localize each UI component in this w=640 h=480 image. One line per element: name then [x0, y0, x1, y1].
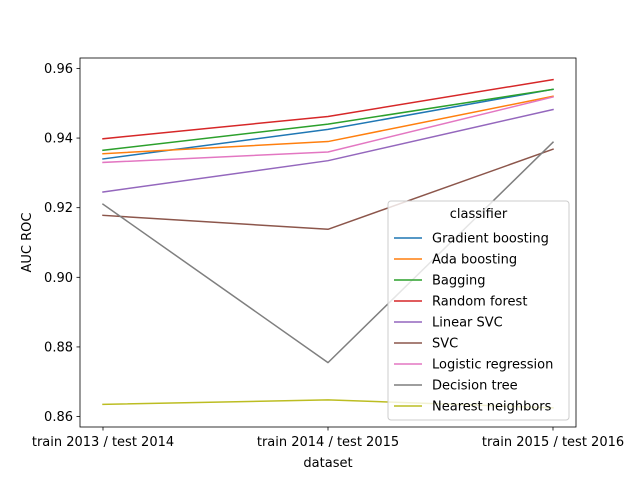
legend: classifier Gradient boosting Ada boosting B… [387, 200, 570, 421]
series-line-random-forest [102, 78, 554, 140]
y-tick-label: 0.96 [44, 62, 73, 77]
legend-label-nearest-neighbors: Nearest neighbors [432, 400, 552, 415]
series-line-ada-boosting [102, 95, 554, 155]
legend-label-logistic-regression: Logistic regression [432, 358, 553, 373]
legend-label-decision-tree: Decision tree [432, 379, 518, 394]
series-layer [101, 78, 555, 409]
legend-label-linear-svc: Linear SVC [432, 316, 503, 331]
y-axis: 0.86 0.88 0.90 0.92 0.94 0.96 [44, 62, 80, 425]
legend-label-gradient-boosting: Gradient boosting [432, 232, 549, 247]
legend-label-bagging: Bagging [432, 274, 486, 289]
series-line-bagging [102, 88, 554, 152]
series-line-linear-svc [102, 108, 554, 193]
y-tick-label: 0.86 [44, 410, 73, 425]
x-axis: train 2013 / test 2014 train 2014 / test … [32, 427, 624, 450]
legend-label-random-forest: Random forest [432, 295, 527, 310]
legend-box [387, 200, 570, 421]
series-line-logistic-regression [102, 96, 554, 164]
legend-label-svc: SVC [432, 337, 458, 352]
x-tick-label: train 2015 / test 2016 [482, 435, 624, 450]
y-axis-label: AUC ROC [20, 213, 35, 273]
y-tick-label: 0.88 [44, 340, 73, 355]
legend-label-ada-boosting: Ada boosting [432, 253, 517, 268]
x-tick-label: train 2013 / test 2014 [32, 435, 174, 450]
y-tick-label: 0.92 [44, 201, 73, 216]
x-tick-label: train 2014 / test 2015 [257, 435, 399, 450]
series-line-svc [102, 148, 554, 231]
y-tick-label: 0.90 [44, 271, 73, 286]
y-tick-label: 0.94 [44, 132, 73, 147]
x-axis-label: dataset [303, 456, 352, 471]
legend-title: classifier [450, 207, 508, 222]
